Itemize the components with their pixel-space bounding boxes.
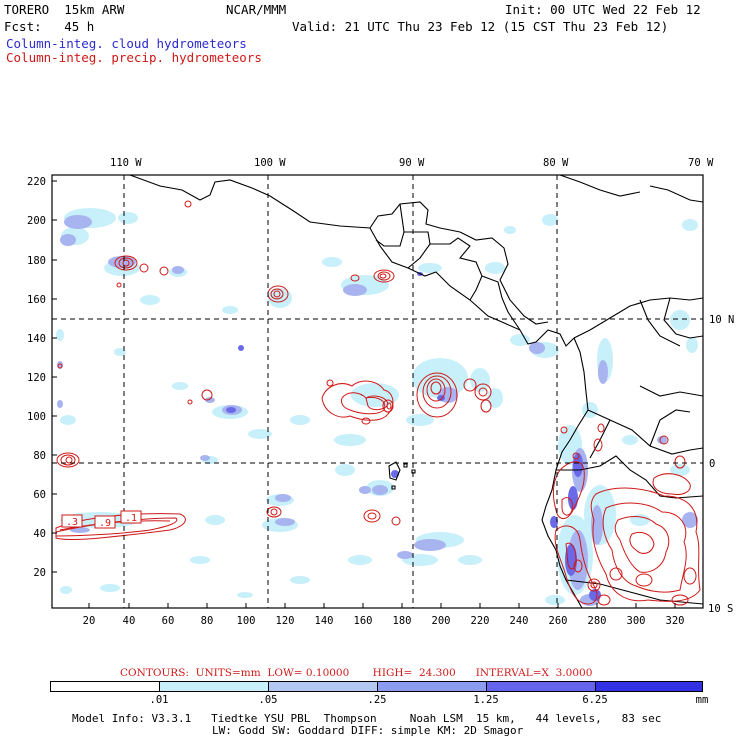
cloud-shading bbox=[56, 208, 698, 606]
x-tick-label: 240 bbox=[510, 615, 529, 627]
colorbar-segment bbox=[595, 681, 703, 692]
lat-label: 10 S bbox=[708, 603, 733, 615]
precip-contours bbox=[55, 200, 701, 606]
y-tick-label: 20 bbox=[33, 567, 46, 579]
top-lon-labels: 110 W 100 W 90 W 80 W 70 W bbox=[110, 157, 714, 169]
cloud-light-patches bbox=[56, 208, 698, 605]
y-tick-label: 160 bbox=[27, 294, 46, 306]
colorbar-label: .05 bbox=[258, 694, 278, 706]
lon-label: 80 W bbox=[543, 157, 569, 169]
lat-lon-grid bbox=[52, 175, 703, 608]
contour-label: .3 bbox=[66, 517, 78, 528]
x-tick-label: 20 bbox=[83, 615, 96, 627]
x-tick-label: 80 bbox=[201, 615, 214, 627]
colorbar-label: 6.25 bbox=[582, 694, 608, 706]
colorbar-label: .01 bbox=[149, 694, 169, 706]
y-tick-label: 180 bbox=[27, 255, 46, 267]
coastlines bbox=[129, 175, 703, 608]
x-tick-label: 120 bbox=[276, 615, 295, 627]
x-tick-label: 60 bbox=[162, 615, 175, 627]
contour-label-boxes bbox=[61, 510, 142, 529]
x-tick-marks bbox=[88, 603, 676, 608]
y-tick-label: 200 bbox=[27, 215, 46, 227]
field-cloud-legend: Column-integ. cloud hydrometeors bbox=[6, 36, 247, 51]
model-title: TORERO 15km ARW bbox=[4, 2, 125, 17]
lat-label: 0 bbox=[709, 458, 715, 470]
lon-label: 110 W bbox=[110, 157, 142, 169]
center-name: NCAR/MMM bbox=[226, 2, 287, 17]
x-tick-label: 260 bbox=[549, 615, 568, 627]
contours-info: CONTOURS: UNITS=mm LOW= 0.10000 HIGH= 24… bbox=[120, 667, 593, 679]
y-tick-label: 120 bbox=[27, 372, 46, 384]
x-tick-labels: 20 40 60 80 100 120 140 160 180 200 220 … bbox=[83, 615, 685, 627]
y-tick-label: 140 bbox=[27, 333, 46, 345]
y-tick-marks bbox=[52, 180, 57, 573]
x-tick-label: 200 bbox=[432, 615, 451, 627]
x-tick-label: 40 bbox=[123, 615, 136, 627]
lon-label: 100 W bbox=[254, 157, 286, 169]
field-precip-legend: Column-integ. precip. hydrometeors bbox=[6, 50, 262, 65]
colorbar-label: 1.25 bbox=[473, 694, 499, 706]
x-tick-label: 280 bbox=[588, 615, 607, 627]
x-tick-label: 300 bbox=[627, 615, 646, 627]
x-tick-label: 220 bbox=[471, 615, 490, 627]
x-tick-label: 160 bbox=[354, 615, 373, 627]
init-time: Init: 00 UTC Wed 22 Feb 12 bbox=[505, 2, 701, 17]
colorbar-unit: mm bbox=[695, 694, 709, 706]
colorbar-segment bbox=[50, 681, 160, 692]
colorbar-segment bbox=[377, 681, 487, 692]
map-frame bbox=[51, 174, 704, 609]
lon-label: 90 W bbox=[399, 157, 425, 169]
colorbar-label: .25 bbox=[367, 694, 387, 706]
model-info-line1: Model Info: V3.3.1 Tiedtke YSU PBL Thomp… bbox=[72, 712, 662, 725]
forecast-hour: Fcst: 45 h bbox=[4, 19, 95, 34]
lat-label: 10 N bbox=[709, 314, 734, 326]
contour-label: .9 bbox=[99, 518, 111, 529]
x-tick-label: 320 bbox=[666, 615, 685, 627]
colorbar-segment bbox=[268, 681, 378, 692]
colorbar-segment bbox=[159, 681, 269, 692]
y-tick-label: 40 bbox=[33, 528, 46, 540]
lon-label: 70 W bbox=[688, 157, 714, 169]
y-tick-label: 60 bbox=[33, 489, 46, 501]
x-tick-label: 100 bbox=[237, 615, 256, 627]
y-tick-labels: 220 200 180 160 140 120 100 80 60 40 20 bbox=[27, 176, 46, 579]
right-lat-labels: 10 N 0 10 S bbox=[708, 314, 734, 615]
valid-time: Valid: 21 UTC Thu 23 Feb 12 (15 CST Thu … bbox=[292, 19, 669, 34]
cloud-mid-patches bbox=[57, 215, 698, 606]
y-tick-label: 100 bbox=[27, 411, 46, 423]
y-tick-label: 220 bbox=[27, 176, 46, 188]
x-tick-label: 140 bbox=[315, 615, 334, 627]
contour-label: .1 bbox=[125, 513, 137, 524]
contour-labels: .3 .9 .1 bbox=[66, 513, 137, 529]
colorbar-segment bbox=[486, 681, 596, 692]
x-tick-label: 180 bbox=[393, 615, 412, 627]
model-info-line2: LW: Godd SW: Goddard DIFF: simple KM: 2D… bbox=[212, 724, 524, 737]
y-tick-label: 80 bbox=[33, 450, 46, 462]
